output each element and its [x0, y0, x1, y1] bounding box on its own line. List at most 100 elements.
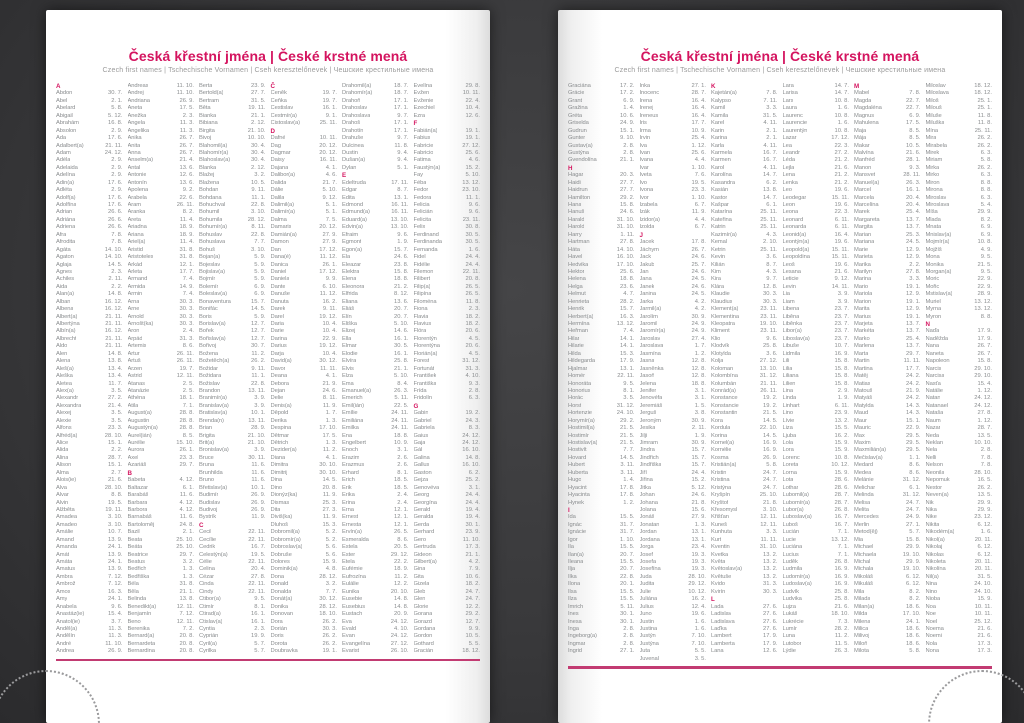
- first-name: Božislav: [199, 380, 220, 387]
- first-name: Leonarda: [782, 224, 807, 231]
- first-name: Kasandra: [711, 179, 736, 186]
- first-name: Dobruše: [270, 551, 292, 558]
- first-name: Miron: [925, 179, 940, 186]
- name-day-date: 30. 3.: [179, 306, 194, 313]
- first-name: Mečislav(a): [854, 454, 883, 461]
- first-name: Hilda: [568, 350, 581, 357]
- name-day-date: 21. 6.: [977, 633, 992, 640]
- name-day-date: 20. 11.: [974, 566, 992, 573]
- name-entry: Barbara 4. 12.: [128, 500, 195, 507]
- first-name: Kryštof: [711, 499, 729, 506]
- name-entry: Matěj 24. 2.: [854, 373, 921, 380]
- first-name: Ela: [342, 254, 351, 261]
- name-day-date: 11. 3.: [108, 625, 123, 632]
- first-name: Laurencie: [782, 120, 808, 127]
- name-entry: Elena 18. 8.: [342, 276, 409, 283]
- name-entry: Hyacinta 17. 8.: [568, 492, 635, 499]
- name-entry: Amatus 13. 9.: [56, 566, 123, 573]
- name-entry: Ferdinand 30. 5.: [414, 232, 481, 239]
- first-name: Lada: [711, 603, 724, 610]
- name-day-date: 1. 6.: [980, 529, 992, 536]
- name-day-date: 16. 2.: [322, 298, 337, 305]
- first-name: Ariana: [127, 231, 144, 238]
- name-day-date: 25. 10.: [176, 536, 194, 543]
- first-name: Melánie: [854, 477, 874, 484]
- first-name: Bohumil: [199, 209, 220, 216]
- name-entry: Marko 25. 4.: [854, 336, 921, 343]
- bottom-rule: [56, 658, 480, 662]
- name-day-date: 4. 12.: [179, 499, 194, 506]
- name-entry: Abrahám 16. 8.: [56, 120, 123, 127]
- name-entry: Elza 5. 10.: [342, 373, 409, 380]
- name-entry: Honorius 8. 1.: [568, 388, 635, 395]
- name-entry: Lorna 15. 9.: [783, 470, 850, 477]
- name-entry: Dustin 9. 4.: [342, 150, 409, 157]
- first-name: Cedrik: [199, 544, 216, 551]
- name-day-date: 20. 11.: [974, 536, 992, 543]
- first-name: Ariadna: [127, 224, 147, 231]
- name-entry: Kolombína 31. 12.: [711, 373, 778, 380]
- first-name: Dionýz(ka): [270, 492, 298, 499]
- first-name: Elvíra: [342, 358, 357, 365]
- name-entry: Miloslav 18. 12.: [926, 83, 993, 90]
- first-name: Lili: [782, 358, 790, 365]
- name-entry: Bazil 2. 1.: [128, 529, 195, 536]
- name-entry: Andriana 26. 9.: [128, 98, 195, 105]
- name-day-date: 24. 5.: [691, 291, 706, 298]
- name-entry: Ctibor(a) 9. 5.: [199, 596, 266, 603]
- name-day-date: 29. 5.: [905, 440, 921, 446]
- name-entry: Gallus 16. 10.: [414, 462, 481, 469]
- name-entry: Mauric 22. 9.: [854, 425, 921, 432]
- name-day-date: 12. 7.: [250, 321, 266, 327]
- name-day-date: 10. 4.: [322, 321, 337, 327]
- name-entry: Bořek 12. 7.: [199, 328, 266, 335]
- name-entry: Havel 16. 10.: [568, 254, 635, 261]
- name-entry: Natanael 24. 12.: [926, 403, 993, 410]
- name-day-date: 23. 7.: [834, 306, 849, 313]
- name-day-date: 28. 10.: [688, 573, 706, 580]
- name-entry: Nazar 28. 7.: [926, 425, 993, 432]
- name-day-date: 25. 11.: [760, 216, 778, 223]
- first-name: Darina: [270, 335, 287, 342]
- name-day-date: 7. 4.: [182, 291, 194, 298]
- name-day-date: 10. 4.: [465, 105, 480, 112]
- first-name: Jenovéfa: [639, 395, 663, 402]
- name-day-date: 20. 4.: [905, 194, 921, 201]
- name-column: A Abdon 30. 7. Ábel 2. 1. Abelard 5. 8. Abigail…: [56, 83, 123, 656]
- name-day-date: 10. 5.: [250, 179, 266, 186]
- first-name: Adriána: [56, 216, 76, 223]
- name-day-date: 24. 6.: [691, 268, 706, 275]
- name-entry: Lujza 21. 6.: [783, 604, 850, 611]
- name-entry: Gothard 5. 5.: [414, 641, 481, 648]
- first-name: Lia: [782, 291, 790, 298]
- name-entry: Alex(a) 3. 5.: [56, 388, 123, 395]
- name-entry: Dag 20. 12.: [271, 143, 338, 150]
- name-day-date: 6. 3.: [980, 194, 992, 201]
- first-name: Drahoslav: [342, 105, 368, 112]
- first-name: Bibiana: [199, 120, 218, 127]
- name-day-date: 21. 11.: [105, 142, 123, 149]
- name-entry: Medea 8. 6.: [854, 470, 921, 477]
- first-name: Féba: [413, 179, 427, 186]
- name-day-date: 24. 5.: [691, 276, 706, 283]
- name-entry: Dobromír(a) 5. 2.: [271, 537, 338, 544]
- name-day-date: 12. 7.: [465, 618, 480, 625]
- first-name: Edmond: [342, 202, 363, 208]
- first-name: Ludmila: [782, 566, 803, 573]
- name-entry: Ludvika 25. 8.: [783, 596, 850, 603]
- first-name: Ladislav: [711, 611, 732, 618]
- name-entry: Ilona 20. 1.: [568, 581, 635, 588]
- name-day-date: 18. 2.: [465, 321, 480, 327]
- name-day-date: 24. 2.: [905, 373, 921, 380]
- first-name: Georgína: [413, 499, 437, 506]
- first-name: Nona: [925, 648, 939, 655]
- name-day-date: 13. 9.: [107, 551, 123, 558]
- name-day-date: 3. 1.: [694, 387, 706, 394]
- name-entry: Jana 24. 5.: [640, 276, 707, 283]
- name-day-date: 16. 10.: [462, 462, 480, 469]
- first-name: Iva: [639, 142, 647, 149]
- name-entry: Baltazar 6. 1.: [128, 485, 195, 492]
- name-entry: Beatus 3. 2.: [128, 559, 195, 566]
- name-entry: Flóra 20. 6.: [414, 328, 481, 335]
- name-day-date: 2. 8.: [623, 625, 635, 632]
